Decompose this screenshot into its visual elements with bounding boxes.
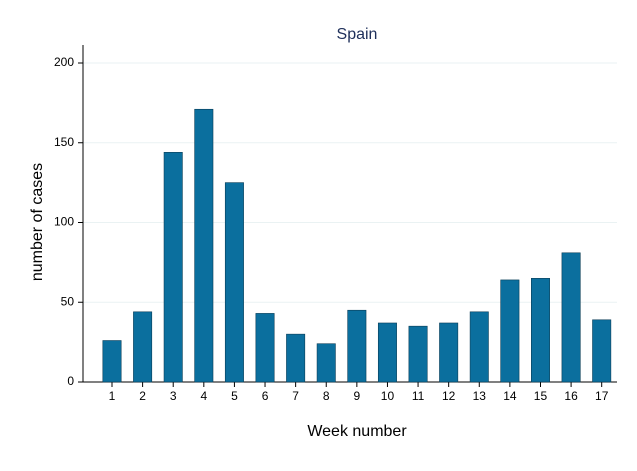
bar (194, 108, 214, 383)
x-tick-label: 10 (381, 389, 395, 403)
x-tick-label: 5 (231, 389, 238, 403)
x-tick-label: 1 (109, 389, 116, 403)
bar (347, 309, 367, 383)
x-axis-title: Week number (307, 423, 407, 440)
x-tick-label: 12 (442, 389, 456, 403)
x-tick-label: 8 (323, 389, 330, 403)
y-tick-label: 100 (54, 215, 74, 229)
x-tick-label: 9 (354, 389, 361, 403)
bar (377, 322, 397, 383)
bar (500, 279, 520, 383)
x-tick-label: 14 (503, 389, 517, 403)
bar (224, 182, 244, 383)
x-tick-label: 17 (595, 389, 609, 403)
bar (255, 313, 275, 383)
y-tick-label: 0 (67, 374, 74, 388)
x-tick-label: 11 (412, 389, 425, 403)
bar (408, 325, 428, 383)
y-tick-label: 50 (61, 294, 75, 308)
bar (286, 333, 306, 383)
x-tick-label: 15 (534, 389, 548, 403)
bar (592, 319, 612, 383)
bar (133, 311, 153, 383)
x-tick-label: 16 (564, 389, 578, 403)
y-axis-title: number of cases (29, 163, 46, 281)
chart-title: Spain (337, 26, 378, 43)
bar (469, 311, 489, 383)
x-tick-label: 7 (292, 389, 299, 403)
x-tick-label: 6 (262, 389, 269, 403)
bar (163, 152, 183, 383)
x-tick-label: 3 (170, 389, 177, 403)
x-tick-label: 2 (139, 389, 146, 403)
y-tick-label: 200 (54, 55, 74, 69)
bar (531, 278, 550, 383)
bar (439, 322, 459, 383)
bar (102, 340, 122, 383)
bar (316, 343, 336, 383)
x-tick-label: 4 (200, 389, 207, 403)
y-tick-label: 150 (54, 135, 74, 149)
bar (561, 252, 581, 383)
x-tick-label: 13 (473, 389, 487, 403)
